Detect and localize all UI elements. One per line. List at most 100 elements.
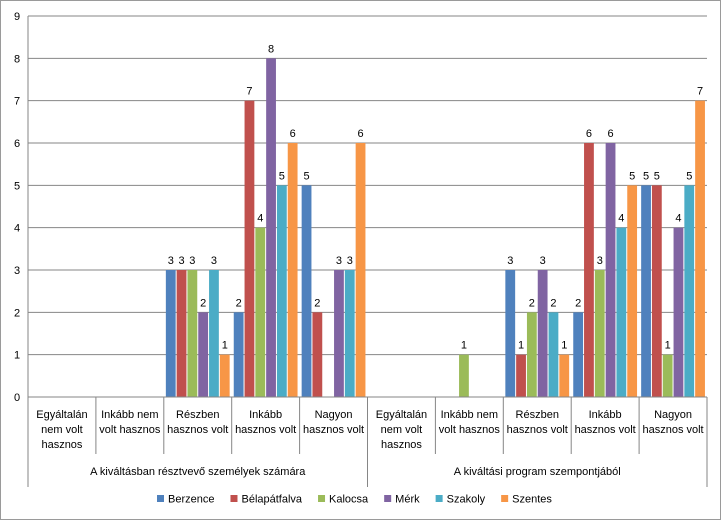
category-label: Nagyon [654,409,692,421]
data-label: 7 [246,86,252,98]
data-label: 5 [654,170,660,182]
bar-bélapátfalva [584,143,594,397]
bar-kalocsa [187,270,198,397]
data-label: 1 [561,340,567,352]
y-tick-label: 7 [14,96,20,108]
y-tick-label: 1 [14,350,20,362]
category-label: hasznos volt [235,424,296,436]
bar-berzence [301,185,312,397]
bar-mérk [605,143,616,397]
legend-label: Szakoly [447,494,486,506]
bar-bélapátfalva [651,185,662,397]
category-label: volt hasznos [99,424,161,436]
category-label: hasznos volt [575,424,636,436]
bar-kalocsa [459,354,469,397]
bar-szakoly [684,185,695,397]
data-label: 5 [303,170,309,182]
y-tick-label: 2 [14,307,20,319]
data-label: 1 [665,340,671,352]
group-label: A kiváltásban résztvevő személyek számár… [90,466,306,478]
bar-berzence [641,185,651,397]
data-label: 6 [607,128,613,140]
category-label: Inkább [249,409,282,421]
data-label: 3 [597,255,603,267]
legend-label: Bélapátfalva [241,494,302,506]
bar-mérk [537,270,548,397]
category-label: hasznos [41,439,82,451]
bar-mérk [334,270,344,397]
data-label: 1 [222,340,228,352]
bar-bélapátfalva [312,312,323,397]
data-label: 3 [336,255,342,267]
data-label: 4 [675,213,681,225]
bar-szakoly [209,270,219,397]
data-label: 3 [178,255,184,267]
category-label: Nagyon [315,409,353,421]
bar-szakoly [616,227,627,397]
bar-szentes [287,143,298,397]
bar-kalocsa [526,312,537,397]
data-label: 8 [268,43,274,55]
bar-berzence [233,312,244,397]
data-label: 3 [540,255,546,267]
data-label: 3 [211,255,217,267]
data-label: 6 [290,128,296,140]
bar-bélapátfalva [516,354,526,397]
data-label: 3 [347,255,353,267]
category-label: hasznos [381,439,422,451]
data-label: 6 [586,128,592,140]
data-label: 6 [357,128,363,140]
bar-szentes [627,185,638,397]
category-label: Részben [176,409,219,421]
bar-szakoly [548,312,559,397]
category-label: hasznos volt [303,424,364,436]
category-label: Részben [516,409,559,421]
data-label: 2 [200,297,206,309]
y-tick-label: 9 [14,11,20,23]
legend-swatch-bélapátfalva [230,495,238,502]
data-label: 5 [643,170,649,182]
y-tick-label: 5 [14,180,20,192]
bar-berzence [573,312,584,397]
bar-kalocsa [255,227,266,397]
data-label: 2 [529,297,535,309]
category-label: nem volt [381,424,423,436]
y-tick-label: 0 [14,392,20,404]
legend-swatch-berzence [157,495,164,502]
legend-swatch-mérk [384,495,392,502]
category-label: nem volt [41,424,83,436]
data-label: 5 [279,170,285,182]
bar-kalocsa [594,270,605,397]
bar-mérk [266,58,276,397]
bar-kalocsa [662,354,673,397]
data-label: 5 [686,170,692,182]
data-label: 1 [461,340,467,352]
data-label: 4 [257,213,263,225]
bar-szentes [355,143,366,397]
legend-label: Kalocsa [329,494,369,506]
bar-szakoly [344,270,355,397]
bar-szentes [559,354,570,397]
data-label: 2 [314,297,320,309]
legend-swatch-szakoly [435,495,443,502]
category-label: Egyáltalán [376,409,427,421]
category-label: hasznos volt [642,424,703,436]
group-label: A kiváltási program szempontjából [454,466,621,478]
category-label: Inkább nem [101,409,158,421]
data-label: 7 [697,86,703,98]
legend-label: Szentes [512,494,552,506]
category-label: hasznos volt [167,424,228,436]
data-label: 4 [618,213,624,225]
data-label: 2 [236,297,242,309]
data-label: 2 [550,297,556,309]
bar-mérk [198,312,209,397]
legend-swatch-szentes [501,495,509,502]
y-tick-label: 6 [14,138,20,150]
bar-bélapátfalva [244,100,255,398]
legend-label: Berzence [168,494,214,506]
bar-berzence [505,270,516,397]
category-label: hasznos volt [507,424,568,436]
data-label: 3 [507,255,513,267]
bar-mérk [673,227,684,397]
y-tick-label: 3 [14,265,20,277]
